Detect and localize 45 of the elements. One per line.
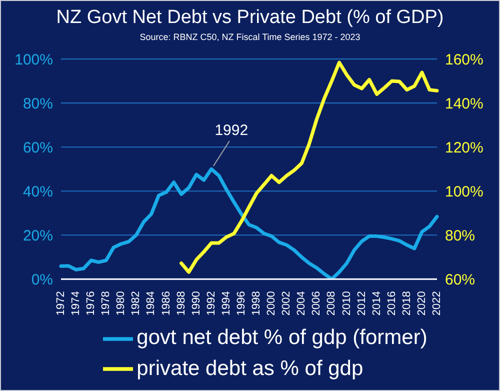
y-tick-label: 80% [22,95,53,112]
x-tick-label: 2012 [356,291,368,316]
x-tick-label: 1990 [190,291,202,316]
x-tick-label: 2002 [280,291,293,316]
y-tick-label: 100% [14,51,53,68]
x-tick-label: 1978 [100,291,112,316]
x-tick-label: 1996 [235,291,248,316]
y2-tick-label: 80% [445,227,476,244]
x-tick-label: 1976 [85,291,98,316]
x-tick-label: 1984 [145,291,158,316]
x-tick-label: 2004 [296,291,308,316]
x-tick-label: 1974 [70,291,82,316]
chart-subtitle: Source: RBNZ C50, NZ Fiscal Time Series 1972 - 2023 [138,32,362,42]
x-tick-label: 1980 [115,291,128,316]
x-tick-label: 1994 [220,291,232,316]
line-series [180,60,439,274]
line-series [59,167,439,280]
chart-title: NZ Govt Net Debt vs Private Debt (% of GDP) [55,7,445,29]
x-tick-label: 2022 [431,291,443,316]
legend-label: govt net debt % of gdp (former) [136,326,428,350]
annotation: 1992 [214,122,248,140]
x-tick-label: 2000 [266,291,278,316]
x-tick-label: 2020 [416,291,428,316]
x-tick-label: 1992 [205,291,218,316]
x-tick-label: 1982 [130,291,142,316]
legend-label: private debt as % of gdp [136,356,364,380]
y2-tick-label: 160% [445,51,484,68]
x-tick-label: 1972 [55,291,67,316]
y2-tick-label: 120% [445,139,484,156]
x-tick-label: 1988 [175,291,188,316]
y-tick-label: 20% [22,227,53,244]
x-tick-label: 2014 [370,291,383,316]
y-tick-label: 40% [22,183,53,200]
y2-tick-label: 100% [445,183,484,200]
y-tick-label: 0% [31,271,53,288]
x-tick-label: 2010 [340,291,353,316]
x-tick-label: 1986 [160,291,172,316]
x-tick-label: 2006 [310,291,323,316]
y2-tick-label: 140% [445,95,484,112]
x-tick-label: 2016 [386,291,398,316]
x-tick-label: 1998 [250,291,263,316]
x-tick-label: 2008 [326,291,338,316]
x-tick-label: 2018 [400,291,413,316]
y2-tick-label: 60% [445,271,476,288]
y-tick-label: 60% [22,139,53,156]
